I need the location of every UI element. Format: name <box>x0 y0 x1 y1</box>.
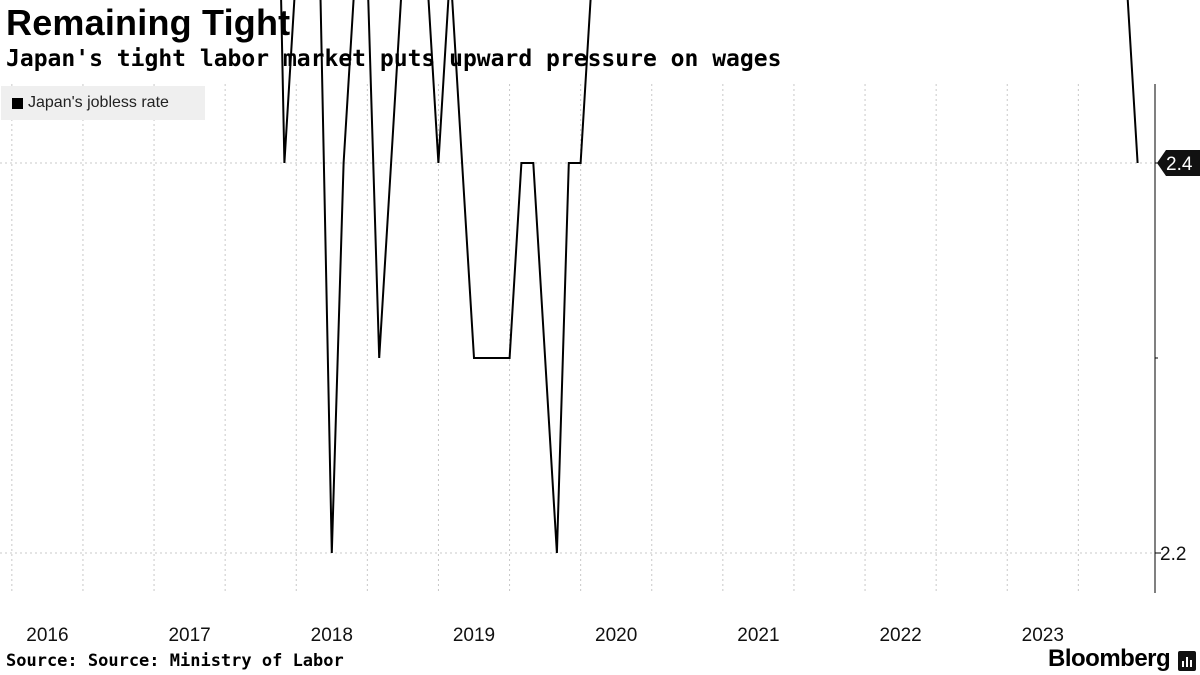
last-value-tag <box>1157 150 1200 176</box>
x-tick-label: 2022 <box>879 625 921 646</box>
x-tick-label: 2019 <box>453 625 495 646</box>
bloomberg-terminal-icon <box>1178 651 1196 671</box>
x-tick-label: 2016 <box>26 625 68 646</box>
source-note: Source: Source: Ministry of Labor <box>6 651 344 671</box>
x-tick-label: 2017 <box>168 625 210 646</box>
legend: Japan's jobless rate <box>1 86 205 120</box>
brand-logo: Bloomberg <box>1048 645 1171 672</box>
y-tick-label: 2.2 <box>1160 544 1186 565</box>
chart-subtitle: Japan's tight labor market puts upward p… <box>6 46 782 72</box>
x-tick-label: 2021 <box>737 625 779 646</box>
legend-label: Japan's jobless rate <box>28 94 169 111</box>
x-tick-label: 2023 <box>1022 625 1064 646</box>
x-tick-label: 2018 <box>311 625 353 646</box>
x-tick-label: 2020 <box>595 625 637 646</box>
last-value-label: 2.4 <box>1166 154 1193 175</box>
legend-swatch <box>12 97 23 109</box>
chart-title: Remaining Tight <box>6 2 291 43</box>
series-line-jobless-rate <box>280 0 1139 554</box>
